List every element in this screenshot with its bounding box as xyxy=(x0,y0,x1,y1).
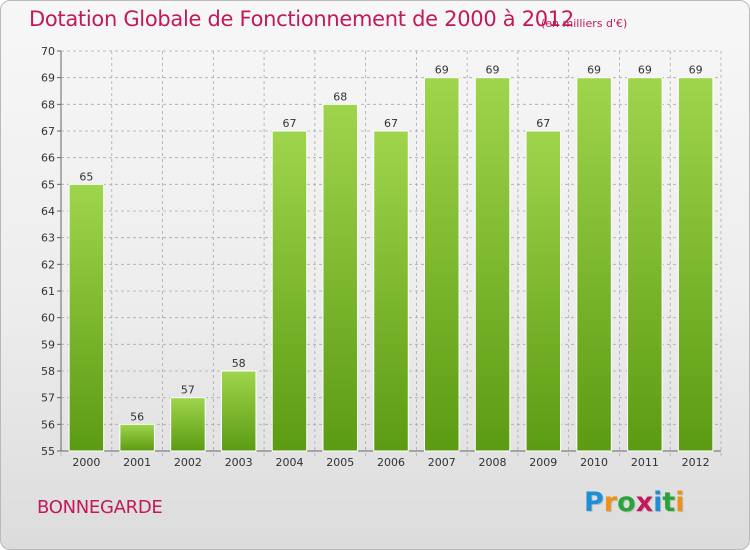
y-tick-label-65: 65 xyxy=(41,178,55,191)
x-tick-label-2012: 2012 xyxy=(682,456,710,469)
x-tick-label-2011: 2011 xyxy=(631,456,659,469)
y-tick-label-59: 59 xyxy=(41,338,55,351)
bar-2012 xyxy=(677,77,714,452)
bar-2003 xyxy=(220,370,257,452)
x-tick-label-2010: 2010 xyxy=(580,456,608,469)
y-tick-label-67: 67 xyxy=(41,125,55,138)
axes: 55 56 57 58 59 60 61 62 63 64 65 66 67 68 69 70 2000 2001… xyxy=(41,45,721,469)
bar-2002 xyxy=(170,397,206,452)
x-tick-label-2000: 2000 xyxy=(72,456,100,469)
logo-letter: t xyxy=(662,487,676,518)
y-tick-label-55: 55 xyxy=(41,445,55,458)
y-tick-label-70: 70 xyxy=(41,45,55,58)
bars: 65 56 57 58 67 68 67 69 69 67 69 69 69 xyxy=(68,64,714,452)
data-label-2000: 65 xyxy=(79,170,93,183)
y-tick-label-60: 60 xyxy=(41,312,55,325)
data-label-2005: 68 xyxy=(333,90,347,103)
bar-2008 xyxy=(474,77,511,452)
data-label-2008: 69 xyxy=(486,64,500,77)
x-tick-label-2004: 2004 xyxy=(275,456,303,469)
y-tick-label-69: 69 xyxy=(41,72,55,85)
commune-name: BONNEGARDE xyxy=(37,497,163,518)
bar-2010 xyxy=(576,77,612,452)
y-tick-label-63: 63 xyxy=(41,232,55,245)
bar-2001 xyxy=(119,423,155,452)
x-tick-label-2007: 2007 xyxy=(428,456,456,469)
x-tick-label-2003: 2003 xyxy=(225,456,253,469)
logo-letter: P xyxy=(584,487,604,518)
data-label-2009: 67 xyxy=(536,117,550,130)
data-label-2012: 69 xyxy=(689,64,703,77)
y-tick-label-66: 66 xyxy=(41,152,55,165)
bar-2009 xyxy=(525,130,562,452)
bar-2004 xyxy=(271,130,308,452)
y-tick-label-62: 62 xyxy=(41,258,55,271)
chart-unit: (en milliers d'€) xyxy=(541,17,628,30)
logo-letter: r xyxy=(603,487,618,518)
x-tick-label-2009: 2009 xyxy=(529,456,557,469)
x-tick-label-2006: 2006 xyxy=(377,456,405,469)
data-label-2003: 58 xyxy=(232,357,246,370)
proxiti-logo[interactable]: Proxiti xyxy=(584,487,685,518)
bar-2005 xyxy=(322,103,358,452)
x-tick-label-2008: 2008 xyxy=(479,456,507,469)
data-label-2001: 56 xyxy=(130,410,144,423)
logo-letter: o xyxy=(617,487,636,518)
x-tick-label-2001: 2001 xyxy=(123,456,151,469)
bar-2007 xyxy=(424,77,460,452)
chart-title: Dotation Globale de Fonctionnement de 20… xyxy=(29,7,574,31)
x-tick-label-2002: 2002 xyxy=(174,456,202,469)
y-tick-label-56: 56 xyxy=(41,418,55,431)
logo-letter: i xyxy=(675,487,685,518)
bar-2006 xyxy=(373,130,409,452)
bar-2011 xyxy=(627,77,663,452)
data-label-2010: 69 xyxy=(587,64,601,77)
data-label-2002: 57 xyxy=(181,384,195,397)
logo-letter: i xyxy=(653,487,663,518)
y-tick-label-57: 57 xyxy=(41,392,55,405)
y-tick-label-68: 68 xyxy=(41,98,55,111)
bar-2000 xyxy=(68,183,105,452)
y-tick-label-64: 64 xyxy=(41,205,55,218)
y-tick-label-58: 58 xyxy=(41,365,55,378)
data-label-2007: 69 xyxy=(435,64,449,77)
x-tick-label-2005: 2005 xyxy=(326,456,354,469)
data-label-2011: 69 xyxy=(638,64,652,77)
y-tick-label-61: 61 xyxy=(41,285,55,298)
logo-letter: x xyxy=(635,487,654,518)
data-label-2004: 67 xyxy=(282,117,296,130)
data-label-2006: 67 xyxy=(384,117,398,130)
